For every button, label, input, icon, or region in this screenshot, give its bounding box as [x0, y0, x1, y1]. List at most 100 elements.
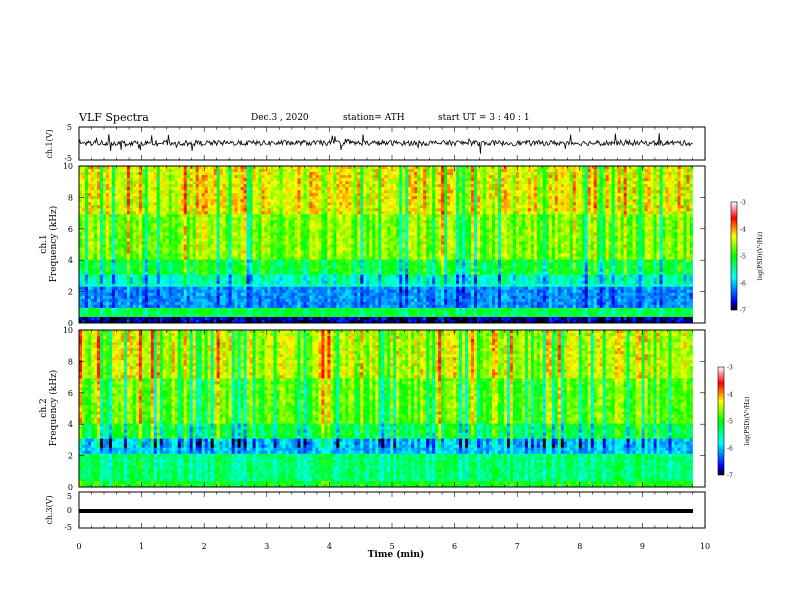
spectrogram-cell	[492, 193, 495, 196]
spectrogram-cell	[648, 178, 651, 181]
spectrogram-cell	[689, 175, 692, 178]
spectrogram-cell	[441, 166, 444, 169]
spectrogram-cell	[486, 235, 489, 238]
spectrogram-cell	[217, 211, 220, 214]
spectrogram-cell	[684, 184, 687, 187]
spectrogram-cell	[648, 202, 651, 205]
spectrogram-cell	[390, 211, 393, 214]
spectrogram-cell	[609, 178, 612, 181]
spectrogram-cell	[339, 232, 342, 235]
spectrogram-cell	[558, 202, 561, 205]
spectrogram-cell	[142, 226, 145, 229]
spectrogram-cell	[540, 181, 543, 184]
spectrogram-cell	[294, 223, 297, 226]
spectrogram-cell	[103, 211, 106, 214]
spectrogram-cell	[280, 175, 283, 178]
spectrogram-cell	[118, 190, 121, 193]
spectrogram-cell	[468, 214, 471, 217]
spectrogram-cell	[686, 190, 689, 193]
spectrogram-cell	[450, 184, 453, 187]
spectrogram-cell	[199, 211, 202, 214]
spectrogram-cell	[471, 187, 474, 190]
spectrogram-cell	[627, 184, 630, 187]
spectrogram-cell	[247, 169, 250, 172]
spectrogram-cell	[498, 214, 501, 217]
spectrogram-cell	[82, 226, 85, 229]
spectrogram-cell	[139, 214, 142, 217]
spectrogram-cell	[324, 187, 327, 190]
spectrogram-cell	[582, 172, 585, 175]
spectrogram-cell	[612, 178, 615, 181]
spectrogram-cell	[686, 199, 689, 202]
spectrogram-cell	[229, 169, 232, 172]
spectrogram-cell	[597, 169, 600, 172]
spectrogram-cell	[405, 178, 408, 181]
spectrogram-cell	[612, 205, 615, 208]
spectrogram-cell	[283, 211, 286, 214]
spectrogram-cell	[369, 169, 372, 172]
spectrogram-cell	[127, 184, 130, 187]
spectrogram-cell	[106, 235, 109, 238]
spectrogram-cell	[235, 196, 238, 199]
spectrogram-cell	[130, 193, 133, 196]
spectrogram-cell	[435, 199, 438, 202]
spectrogram-cell	[573, 232, 576, 235]
spectrogram-cell	[636, 220, 639, 223]
spectrogram-cell	[82, 187, 85, 190]
spectrogram-cell	[369, 199, 372, 202]
spectrogram-cell	[372, 214, 375, 217]
spectrogram-cell	[519, 214, 522, 217]
spectrogram-cell	[492, 196, 495, 199]
spectrogram-cell	[226, 205, 229, 208]
spectrogram-cell	[489, 199, 492, 202]
spectrogram-cell	[540, 166, 543, 169]
spectrogram-cell	[426, 211, 429, 214]
spectrogram-cell	[435, 190, 438, 193]
spectrogram-cell	[208, 202, 211, 205]
spectrogram-cell	[127, 226, 130, 229]
spectrogram-cell	[495, 226, 498, 229]
spectrogram-cell	[312, 220, 315, 223]
spectrogram-cell	[495, 196, 498, 199]
spectrogram-cell	[229, 193, 232, 196]
spectrogram-cell	[591, 217, 594, 220]
spectrogram-cell	[378, 214, 381, 217]
spectrogram-cell	[109, 187, 112, 190]
spectrogram-cell	[312, 199, 315, 202]
spectrogram-cell	[238, 202, 241, 205]
spectrogram-cell	[357, 223, 360, 226]
spectrogram-cell	[393, 220, 396, 223]
spectrogram-cell	[621, 226, 624, 229]
spectrogram-cell	[199, 208, 202, 211]
spectrogram-cell	[648, 166, 651, 169]
spectrogram-cell	[190, 214, 193, 217]
spectrogram-cell	[543, 217, 546, 220]
spectrogram-cell	[145, 220, 148, 223]
spectrogram-cell	[594, 226, 597, 229]
spectrogram-cell	[151, 178, 154, 181]
spectrogram-cell	[318, 217, 321, 220]
spectrogram-cell	[336, 199, 339, 202]
spectrogram-cell	[274, 211, 277, 214]
spectrogram-cell	[684, 232, 687, 235]
spectrogram-cell	[277, 190, 280, 193]
spectrogram-cell	[489, 190, 492, 193]
spectrogram-cell	[570, 166, 573, 169]
spectrogram-cell	[555, 223, 558, 226]
spectrogram-cell	[573, 214, 576, 217]
spectrogram-cell	[648, 223, 651, 226]
spectrogram-cell	[678, 166, 681, 169]
spectrogram-cell	[516, 223, 519, 226]
spectrogram-cell	[297, 169, 300, 172]
spectrogram-cell	[606, 175, 609, 178]
spectrogram-cell	[651, 199, 654, 202]
spectrogram-cell	[342, 217, 345, 220]
spectrogram-cell	[510, 175, 513, 178]
spectrogram-cell	[618, 202, 621, 205]
spectrogram-cell	[294, 229, 297, 232]
spectrogram-cell	[360, 178, 363, 181]
spectrogram-cell	[291, 208, 294, 211]
spectrogram-cell	[306, 232, 309, 235]
spectrogram-cell	[339, 226, 342, 229]
spectrogram-cell	[318, 208, 321, 211]
